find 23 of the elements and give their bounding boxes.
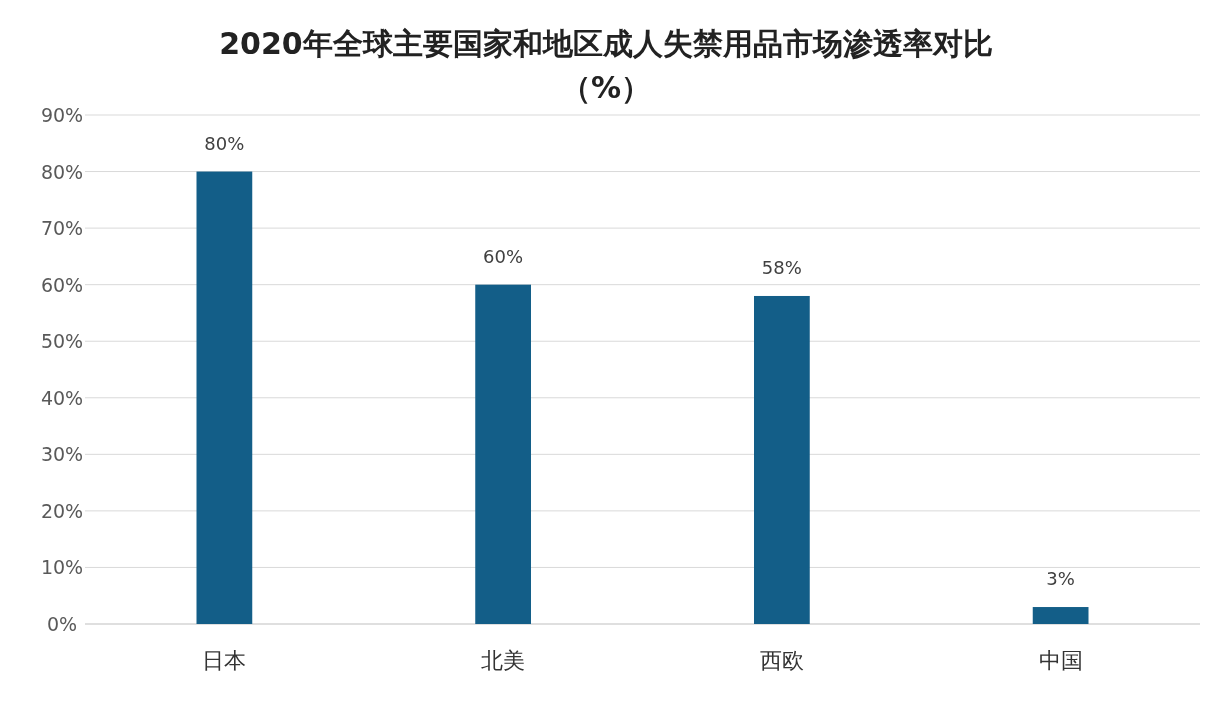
y-tick-label: 0% bbox=[46, 613, 78, 635]
bar bbox=[754, 295, 810, 624]
x-tick-label: 中国 bbox=[1038, 648, 1083, 673]
y-tick-label: 10% bbox=[40, 556, 84, 579]
y-tick-label: 50% bbox=[40, 330, 84, 353]
y-tick-label: 70% bbox=[40, 217, 84, 240]
x-tick-label: 西欧 bbox=[759, 648, 804, 673]
data-label: 58% bbox=[761, 256, 802, 278]
chart-title: 2020年全球主要国家和地区成人失禁用品市场渗透率对比（%） bbox=[218, 25, 994, 107]
x-tick-label: 日本 bbox=[202, 648, 247, 673]
x-tick-label: 北美 bbox=[481, 648, 526, 673]
y-tick-label: 80% bbox=[40, 160, 84, 183]
data-label: 60% bbox=[483, 245, 524, 267]
y-tick-label: 40% bbox=[40, 386, 84, 409]
y-tick-label: 30% bbox=[40, 443, 84, 466]
y-tick-label: 90% bbox=[40, 104, 84, 126]
data-label: 80% bbox=[204, 132, 245, 154]
data-label: 3% bbox=[1046, 568, 1075, 590]
y-tick-label: 20% bbox=[40, 499, 84, 522]
bar bbox=[196, 171, 253, 624]
bar bbox=[475, 284, 531, 624]
bar bbox=[1032, 607, 1089, 624]
y-tick-label: 60% bbox=[40, 273, 84, 296]
